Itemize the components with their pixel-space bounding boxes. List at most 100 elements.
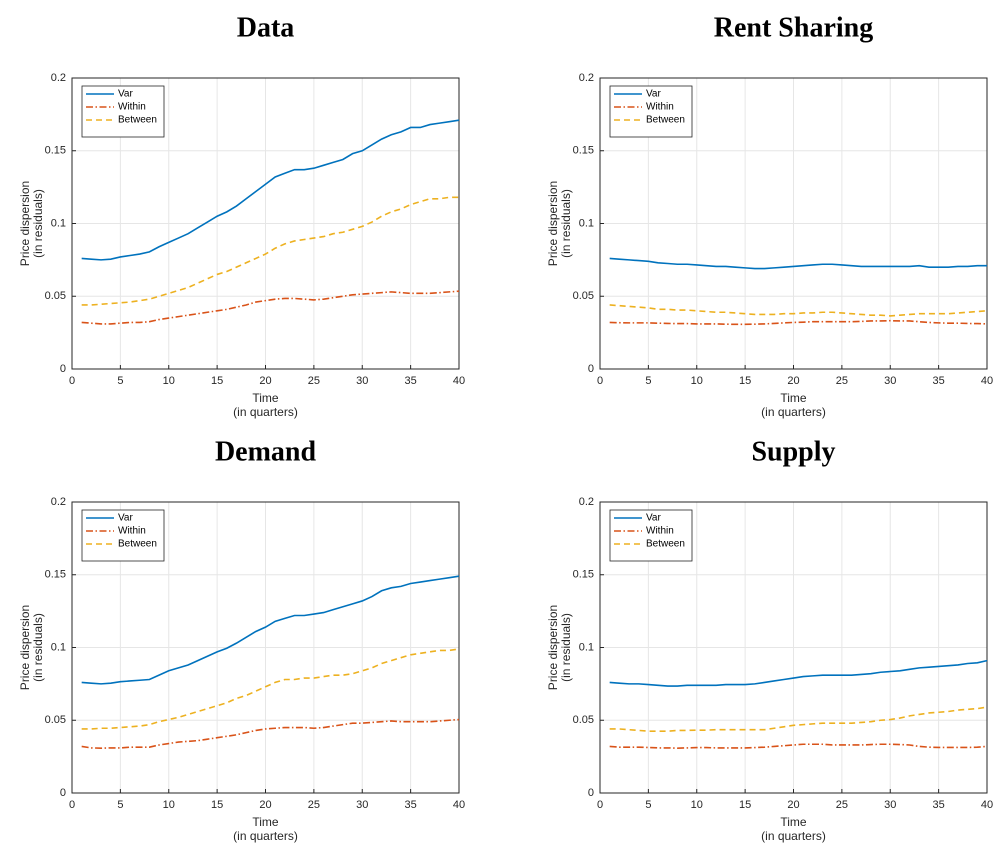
legend-label: Between [118, 115, 157, 126]
x-tick-label: 20 [259, 375, 271, 387]
axes-box [71, 77, 460, 370]
x-tick-label: 15 [739, 375, 751, 387]
axes-box [71, 501, 460, 794]
x-tick-label: 15 [739, 799, 751, 811]
series-line [609, 743, 988, 749]
legend: Var Within Between [81, 85, 165, 138]
x-tick-label: 20 [787, 799, 799, 811]
x-axis-label: Time [780, 815, 807, 829]
x-axis-label: (in quarters) [761, 829, 826, 843]
legend: Var Within Between [609, 85, 693, 138]
x-tick-label: 40 [981, 799, 993, 811]
subplot: 0 5 10 15 20 25 30 35 40 0 0.05 0.1 0.15 0.2 Rent Shar… [546, 12, 993, 419]
series-line [81, 196, 459, 306]
y-axis-label: (in residuals) [559, 189, 573, 258]
y-tick-label: 0.15 [573, 569, 594, 581]
x-axis-label: Time [252, 391, 279, 405]
chart-title: Data [237, 12, 295, 43]
x-tick-label: 35 [933, 375, 945, 387]
subplot: 0 5 10 15 20 25 30 35 40 0 0.05 0.1 0.15 0.2 Demand Tim… [18, 436, 465, 843]
y-tick-label: 0.1 [579, 641, 594, 653]
y-tick-label: 0.2 [51, 72, 66, 84]
y-tick-label: 0 [60, 363, 66, 375]
y-axis-label: Price dispersion [546, 605, 560, 690]
y-tick-label: 0 [60, 787, 66, 799]
y-tick-label: 0.15 [573, 145, 594, 157]
x-axis-label: (in quarters) [233, 405, 298, 419]
x-tick-label: 0 [69, 799, 75, 811]
x-tick-label: 40 [453, 375, 465, 387]
y-tick-label: 0.05 [45, 290, 66, 302]
x-axis-label: Time [252, 815, 279, 829]
chart-title: Demand [215, 436, 317, 467]
series-line [81, 718, 460, 749]
y-tick-label: 0.2 [51, 496, 66, 508]
legend-label: Var [646, 89, 661, 100]
x-tick-label: 10 [163, 375, 175, 387]
series-line [609, 319, 988, 326]
x-tick-label: 30 [884, 799, 896, 811]
x-tick-label: 30 [356, 799, 368, 811]
y-axis-label: (in residuals) [31, 613, 45, 682]
x-axis-label: (in quarters) [233, 829, 298, 843]
x-axis-label: Time [780, 391, 807, 405]
x-tick-label: 25 [836, 799, 848, 811]
series-line [609, 304, 988, 317]
series-line [81, 575, 460, 685]
legend-label: Within [118, 526, 146, 537]
x-tick-label: 0 [597, 799, 603, 811]
legend-label: Var [646, 513, 661, 524]
y-tick-label: 0.2 [579, 496, 594, 508]
x-tick-label: 15 [211, 799, 223, 811]
x-tick-label: 30 [356, 375, 368, 387]
series-line [81, 119, 460, 261]
legend-label: Var [118, 89, 133, 100]
legend-label: Between [646, 115, 685, 126]
x-tick-label: 20 [259, 799, 271, 811]
series-line [609, 659, 988, 687]
chart-title: Supply [751, 436, 835, 467]
x-tick-label: 0 [69, 375, 75, 387]
x-tick-label: 5 [645, 799, 651, 811]
y-axis-label: Price dispersion [18, 181, 32, 266]
y-tick-label: 0.15 [45, 145, 66, 157]
x-tick-label: 30 [884, 375, 896, 387]
x-tick-label: 0 [597, 375, 603, 387]
x-tick-label: 10 [691, 375, 703, 387]
legend-label: Var [118, 513, 133, 524]
series-line [609, 257, 987, 270]
y-tick-label: 0.1 [51, 641, 66, 653]
legend-label: Within [646, 526, 674, 537]
chart-title: Rent Sharing [714, 12, 873, 43]
y-tick-label: 0 [588, 363, 594, 375]
x-tick-label: 10 [163, 799, 175, 811]
legend: Var Within Between [609, 509, 693, 562]
x-tick-label: 15 [211, 375, 223, 387]
series-line [81, 648, 460, 730]
legend-label: Within [646, 102, 674, 113]
y-tick-label: 0.15 [45, 569, 66, 581]
x-tick-label: 5 [645, 375, 651, 387]
x-tick-label: 40 [453, 799, 465, 811]
x-tick-label: 25 [308, 375, 320, 387]
x-tick-label: 5 [117, 799, 123, 811]
legend-label: Between [646, 539, 685, 550]
legend-label: Between [118, 539, 157, 550]
x-tick-label: 35 [933, 799, 945, 811]
subplot: 0 5 10 15 20 25 30 35 4000.050.10.150.2DataTime(… [18, 12, 465, 419]
series-line [609, 706, 988, 732]
y-axis-label: Price dispersion [18, 605, 32, 690]
legend-label: Within [118, 102, 146, 113]
legend: Var Within Between [81, 509, 165, 562]
series-line [81, 290, 460, 325]
x-tick-label: 35 [405, 375, 417, 387]
x-tick-label: 25 [308, 799, 320, 811]
y-tick-label: 0.05 [573, 290, 594, 302]
subplot: 0 5 10 15 20 25 30 35 40 0 0.05 0.1 0.15 0.2 Supply Tim… [546, 436, 993, 843]
x-tick-label: 20 [787, 375, 799, 387]
x-tick-label: 25 [836, 375, 848, 387]
x-tick-label: 5 [117, 375, 123, 387]
axes-box [599, 77, 988, 370]
axes-box [599, 501, 988, 794]
